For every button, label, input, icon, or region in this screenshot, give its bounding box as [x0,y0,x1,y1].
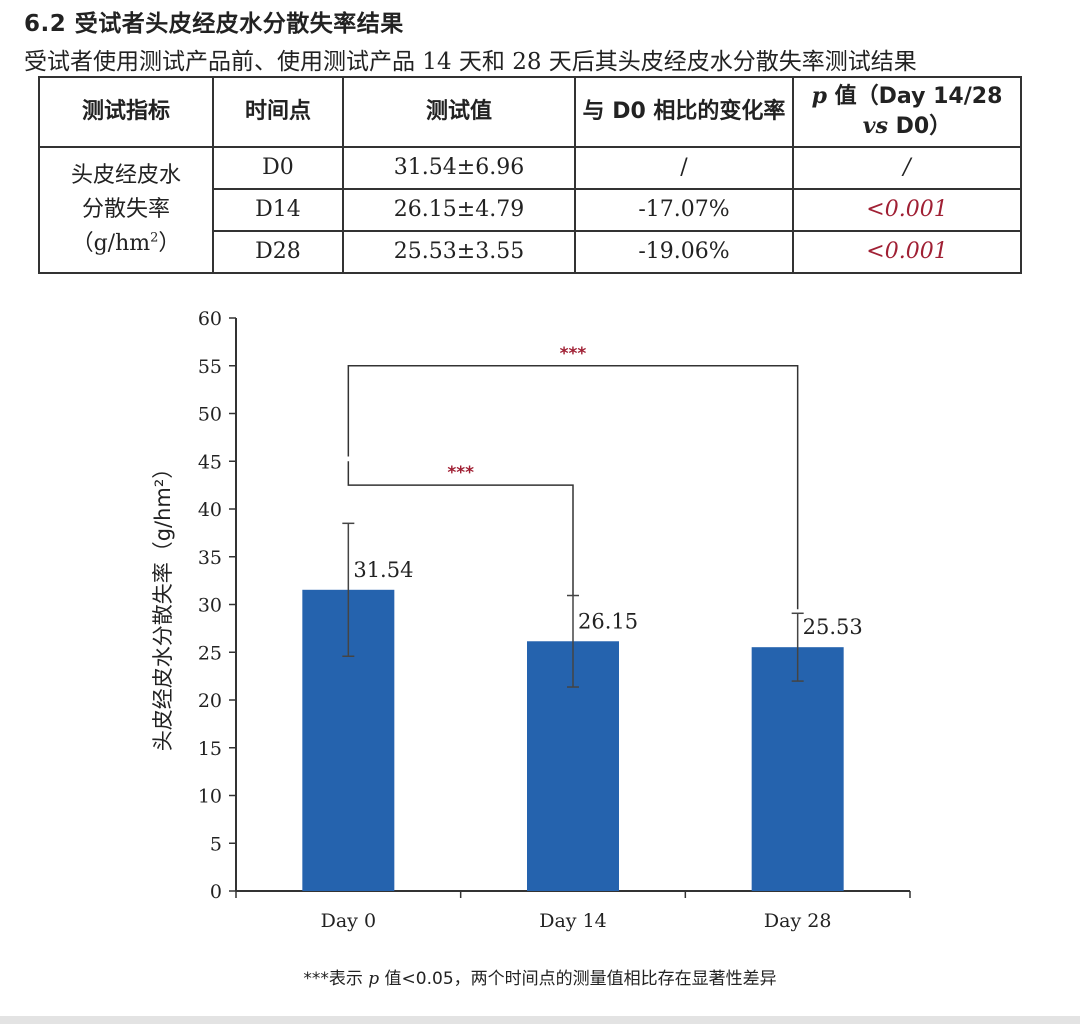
y-tick-label: 0 [210,881,222,903]
metric-line1: 头皮经皮水 [70,162,181,188]
bottom-divider [0,1016,1080,1024]
p-header-d0: D0） [887,114,952,139]
row-value: 26.15±4.79 [342,188,576,232]
results-table: 测试指标 时间点 测试值 与 D0 相比的变化率 p 值（Day 14/28 v… [38,76,1022,274]
significance-bracket [347,461,574,595]
row-time: D0 [212,146,344,190]
row-change: / [574,146,794,190]
row-p: <0.001 [792,188,1022,232]
p-header-text: 值（Day 14/28 [827,84,1003,110]
vs-symbol: vs [862,113,888,139]
data-label: 25.53 [803,615,863,639]
header-metric: 测试指标 [38,76,214,148]
y-tick-label: 10 [198,786,222,808]
y-tick-label: 5 [210,833,222,855]
row-time: D28 [212,230,344,274]
significance-label: *** [560,344,587,364]
data-label: 31.54 [353,558,413,582]
table-row: D28 25.53±3.55 -19.06% <0.001 [39,230,1022,274]
y-tick-label: 50 [198,404,222,426]
x-tick-label: Day 28 [764,910,832,932]
metric-cell: 头皮经皮水 分散失率 （g/hm2） [38,146,214,274]
y-tick-label: 55 [198,356,222,378]
header-time: 时间点 [212,76,344,148]
metric-line2: 分散失率 [81,196,170,222]
metric-unit-post: ） [158,231,181,257]
row-value: 25.53±3.55 [342,230,576,274]
row-p: <0.001 [792,230,1022,274]
significance-label: *** [447,463,474,483]
data-label: 26.15 [578,609,638,633]
x-tick-label: Day 14 [539,910,607,932]
footnote-p: p [368,969,380,989]
metric-unit-sup: 2 [150,230,159,246]
table-row: 头皮经皮水 分散失率 （g/hm2） D0 31.54±6.96 / / [38,146,1022,274]
y-tick-label: 15 [198,738,222,760]
row-change: -17.07% [574,188,794,232]
footnote: ***表示 p 值<0.05，两个时间点的测量值相比存在显著性差异 [0,964,1080,989]
x-tick-label: Day 0 [321,910,376,932]
y-tick-label: 20 [198,690,222,712]
p-symbol: p [811,83,828,110]
y-tick-label: 45 [198,451,222,473]
footnote-stars: ***表示 [303,969,369,989]
y-tick-label: 25 [198,642,222,664]
y-tick-label: 30 [198,595,222,617]
header-change: 与 D0 相比的变化率 [574,76,794,148]
significance-bracket [347,365,799,610]
bar [751,647,844,891]
metric-unit-pre: （g/hm [71,231,151,257]
y-axis-label: 头皮经皮水分散失率（g/hm²） [151,458,175,752]
footnote-text: 值<0.05，两个时间点的测量值相比存在显著性差异 [379,969,777,989]
intro-text: 受试者使用测试产品前、使用测试产品 14 天和 28 天后其头皮经皮水分散失率测… [24,49,917,75]
bar-chart: 0 5 10 15 20 25 30 35 40 45 50 55 60 31.54 Day 0 26.15 D… [151,308,911,932]
row-time: D14 [212,188,344,232]
row-value: 31.54±6.96 [342,146,576,190]
y-tick-label: 35 [198,547,222,569]
row-p: / [792,146,1022,190]
header-value: 测试值 [342,76,576,148]
table-row: D14 26.15±4.79 -17.07% <0.001 [39,188,1022,232]
y-tick-label: 60 [198,308,222,330]
section-heading: 6.2 受试者头皮经皮水分散失率结果 [24,11,404,37]
table-header-row: 测试指标 时间点 测试值 与 D0 相比的变化率 p 值（Day 14/28 v… [38,76,1022,148]
header-p-value: p 值（Day 14/28 vs D0） [792,76,1022,148]
row-change: -19.06% [574,230,794,274]
y-tick-label: 40 [198,499,222,521]
